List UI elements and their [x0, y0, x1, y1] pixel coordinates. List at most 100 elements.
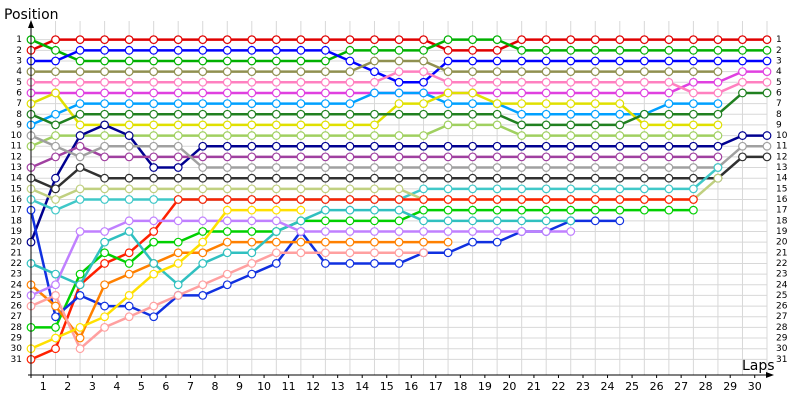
point — [713, 77, 723, 87]
point — [198, 163, 208, 172]
point — [198, 216, 208, 226]
point — [419, 88, 428, 98]
point — [492, 163, 502, 172]
point — [271, 184, 281, 194]
x-tick-label: 18 — [453, 380, 467, 393]
point — [541, 216, 551, 226]
y-tick-label-right: 3 — [776, 56, 782, 66]
y-tick-label: 5 — [16, 78, 22, 88]
point — [75, 344, 85, 354]
point — [762, 35, 772, 45]
point — [689, 67, 698, 77]
point — [173, 88, 183, 98]
point — [566, 205, 576, 215]
point — [198, 184, 208, 194]
point — [321, 237, 330, 247]
point — [149, 184, 159, 194]
point — [517, 109, 527, 119]
point — [541, 99, 551, 108]
x-tick-label: 2 — [64, 380, 71, 393]
point — [541, 131, 551, 140]
point — [321, 227, 330, 236]
y-tick-label-right: 24 — [776, 280, 788, 290]
y-tick-label: 10 — [11, 131, 23, 141]
point — [321, 109, 330, 119]
point — [738, 152, 747, 162]
point — [517, 184, 527, 194]
x-tick-label: 7 — [187, 380, 194, 393]
y-tick-label-right: 30 — [776, 344, 788, 354]
point — [321, 259, 330, 268]
point — [713, 163, 723, 172]
point — [590, 184, 600, 194]
point — [173, 216, 183, 226]
point — [100, 184, 109, 194]
point — [468, 35, 478, 45]
point — [590, 195, 600, 204]
y-tick-label-right: 31 — [776, 355, 787, 365]
point — [173, 141, 183, 151]
point — [664, 88, 674, 98]
point — [664, 99, 674, 108]
point — [394, 45, 404, 55]
point — [75, 184, 85, 194]
point — [713, 141, 723, 151]
point — [271, 237, 281, 247]
point — [149, 77, 159, 87]
point — [394, 131, 404, 140]
point — [419, 205, 428, 215]
point — [247, 120, 257, 130]
point — [124, 269, 134, 279]
x-tick-label: 16 — [404, 380, 418, 393]
point — [51, 131, 60, 140]
point — [492, 237, 502, 247]
point — [198, 120, 208, 130]
point — [590, 120, 600, 130]
point — [492, 141, 502, 151]
point — [590, 88, 600, 98]
point — [541, 88, 551, 98]
point — [75, 227, 85, 236]
point — [321, 88, 330, 98]
point — [321, 67, 330, 77]
point — [394, 109, 404, 119]
point — [468, 216, 478, 226]
point — [296, 56, 306, 66]
x-tick-label: 25 — [625, 380, 639, 393]
y-tick-label: 31 — [11, 355, 22, 365]
point — [198, 248, 208, 258]
point — [247, 45, 257, 55]
point — [345, 45, 355, 55]
y-axis-label: Position — [4, 7, 59, 23]
point — [75, 131, 85, 140]
x-tick-label: 9 — [236, 380, 243, 393]
point — [615, 163, 625, 172]
point — [517, 141, 527, 151]
point — [419, 173, 428, 183]
point — [345, 88, 355, 98]
point — [296, 248, 306, 258]
point — [517, 35, 527, 45]
point — [124, 35, 134, 45]
point — [124, 131, 134, 140]
point — [271, 141, 281, 151]
point — [664, 163, 674, 172]
x-tick-label: 1 — [40, 380, 47, 393]
point — [198, 45, 208, 55]
x-tick-label: 4 — [113, 380, 120, 393]
y-tick-label: 14 — [11, 174, 23, 184]
point — [296, 99, 306, 108]
point — [149, 301, 159, 311]
point — [51, 184, 60, 194]
point — [321, 45, 330, 55]
point — [443, 56, 453, 66]
point — [51, 88, 60, 98]
y-tick-label: 22 — [11, 259, 22, 269]
x-tick-label: 29 — [723, 380, 737, 393]
point — [149, 88, 159, 98]
point — [247, 195, 257, 204]
point — [615, 195, 625, 204]
point — [173, 56, 183, 66]
point — [517, 131, 527, 140]
point — [590, 45, 600, 55]
